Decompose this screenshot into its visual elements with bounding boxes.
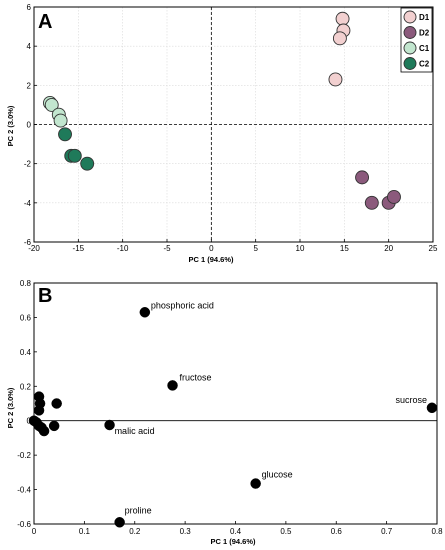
x-tick-label: 0.8: [431, 527, 443, 536]
point-label: phosphoric acid: [151, 300, 214, 310]
y-tick-label: -0.2: [17, 451, 31, 460]
point-d1: [335, 11, 350, 26]
loading-point: [33, 405, 45, 416]
point-label: fructose: [180, 372, 212, 382]
point-c2: [58, 127, 72, 142]
y-tick-label: 6: [27, 3, 32, 12]
y-tick-label: 0.6: [20, 313, 32, 322]
loading-point: [114, 517, 125, 528]
panel-a: A PC 1 (94.6%) PC 2 (3.0%) -20 -15 -10 -5 0 5…: [6, 3, 438, 264]
loading-point: [48, 420, 60, 432]
panel-b-frame: [33, 282, 438, 525]
point-label: proline: [125, 505, 152, 515]
legend-marker-c2: [403, 57, 417, 70]
x-tick-label: 0.6: [331, 527, 343, 536]
x-tick-label: -20: [28, 244, 40, 253]
point-d1: [332, 31, 347, 46]
x-tick-label: 25: [429, 244, 438, 253]
panel-b-xlabel: PC 1 (94.6%): [210, 537, 256, 546]
point-d1: [328, 72, 343, 87]
x-tick-label: -15: [73, 244, 85, 253]
legend-label-c1: C1: [419, 44, 430, 53]
loading-point: [38, 425, 50, 437]
x-tick-label: -5: [163, 244, 171, 253]
panel-a-label: A: [38, 11, 52, 33]
x-tick-label: 0: [32, 527, 37, 536]
point-c1: [44, 97, 59, 112]
point-label: malic acid: [115, 426, 155, 436]
y-tick-label: 0.8: [20, 279, 32, 288]
point-d2: [387, 190, 401, 204]
legend-label-d1: D1: [419, 13, 430, 22]
x-tick-label: 0.1: [79, 527, 91, 536]
panel-b: B PC 1 (94.6%) PC 2 (3.0%) 0 0.1 0.2 0.3 0.4…: [6, 279, 443, 546]
loading-point: [139, 307, 151, 318]
legend-marker-c1: [403, 41, 417, 55]
loading-point: [104, 419, 115, 431]
loading-point: [167, 380, 178, 391]
y-tick-label: 0: [27, 121, 32, 130]
point-d2: [355, 170, 370, 185]
legend-label-d2: D2: [419, 29, 430, 38]
legend-marker-d2: [403, 26, 417, 39]
x-tick-label: 0.3: [180, 527, 192, 536]
x-tick-label: 0.5: [280, 527, 292, 536]
panel-b-ylabel: PC 2 (3.0%): [6, 387, 15, 428]
x-tick-label: 5: [253, 244, 258, 253]
y-tick-label: -0.4: [17, 486, 31, 495]
x-tick-label: 0.7: [381, 527, 393, 536]
point-label: glucose: [262, 470, 293, 480]
y-tick-label: -6: [24, 238, 32, 247]
x-tick-label: -10: [117, 244, 129, 253]
panel-a-xlabel: PC 1 (94.6%): [188, 255, 234, 264]
x-tick-label: 10: [296, 244, 305, 253]
legend: D1 D2 C1 C2: [400, 7, 433, 73]
y-tick-label: 0.4: [20, 348, 32, 357]
point-label: sucrose: [395, 395, 427, 405]
point-c1: [53, 113, 68, 128]
y-tick-label: 2: [27, 81, 32, 90]
point-d2: [364, 195, 379, 210]
y-tick-label: -2: [24, 160, 32, 169]
panel-b-label: B: [38, 285, 52, 307]
y-tick-label: 0.2: [20, 382, 32, 391]
x-tick-label: 20: [384, 244, 393, 253]
loading-point: [250, 478, 261, 489]
y-tick-label: 4: [27, 42, 32, 51]
x-tick-label: 0: [209, 244, 214, 253]
legend-marker-d1: [403, 10, 417, 24]
panel-a-ylabel: PC 2 (3.0%): [6, 105, 15, 146]
y-tick-label: -0.6: [17, 520, 31, 529]
x-tick-label: 0.4: [230, 527, 242, 536]
y-tick-label: -4: [24, 199, 32, 208]
x-tick-label: 15: [340, 244, 349, 253]
loading-point: [51, 398, 62, 409]
loading-point: [426, 402, 438, 414]
legend-label-c2: C2: [419, 60, 430, 69]
point-c2: [80, 156, 95, 171]
point-c2: [67, 148, 82, 163]
x-tick-label: 0.2: [129, 527, 141, 536]
